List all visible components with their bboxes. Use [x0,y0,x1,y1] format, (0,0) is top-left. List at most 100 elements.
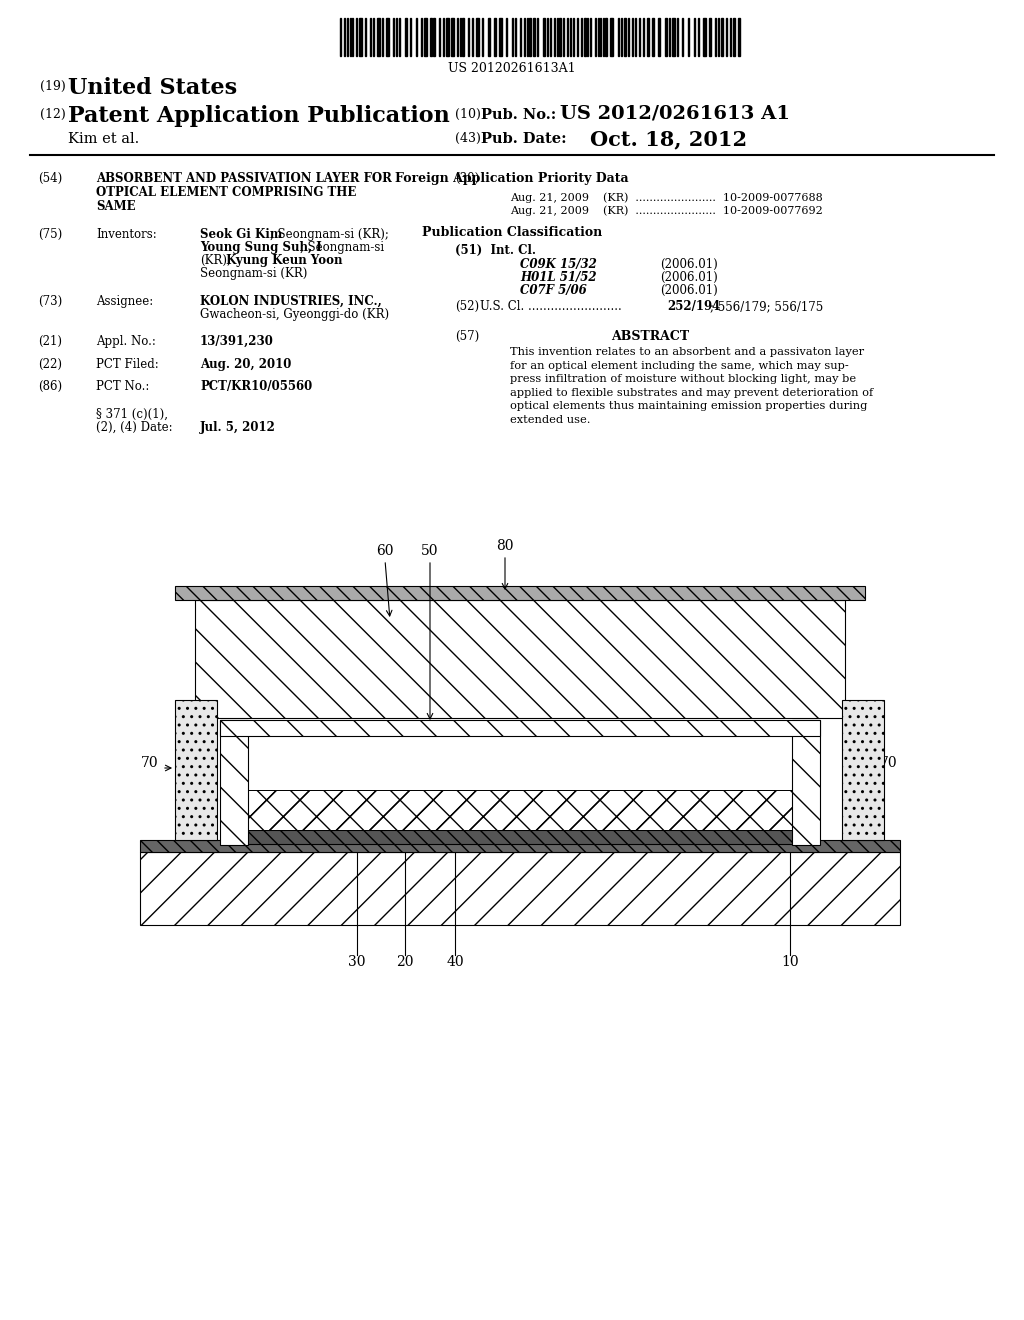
Bar [386,18,389,55]
Bar [462,18,464,55]
Bar [195,601,845,718]
Bar [175,586,865,601]
Text: , Seongnam-si: , Seongnam-si [300,242,384,253]
Text: KOLON INDUSTRIES, INC.,: KOLON INDUSTRIES, INC., [200,294,382,308]
Text: Seok Gi Kim: Seok Gi Kim [200,228,283,242]
Bar [140,851,900,925]
Bar [430,18,432,55]
Bar [658,18,660,55]
Bar [543,18,545,55]
Text: 40: 40 [446,954,464,969]
Bar [721,18,723,55]
Bar [230,789,810,830]
Bar [738,18,740,55]
Text: (KR);: (KR); [200,253,231,267]
Bar [446,18,449,55]
Text: OTPICAL ELEMENT COMPRISING THE: OTPICAL ELEMENT COMPRISING THE [96,186,356,199]
Text: 13/391,230: 13/391,230 [200,335,273,348]
Text: (22): (22) [38,358,62,371]
Bar [230,789,810,830]
Text: Gwacheon-si, Gyeonggi-do (KR): Gwacheon-si, Gyeonggi-do (KR) [200,308,389,321]
Text: United States: United States [68,77,238,99]
Bar [529,18,531,55]
Text: Foreign Application Priority Data: Foreign Application Priority Data [395,172,629,185]
Bar [792,719,820,845]
Bar [559,18,561,55]
Text: Patent Application Publication: Patent Application Publication [68,106,450,127]
Bar [359,18,362,55]
Text: 80: 80 [497,539,514,553]
Bar [406,18,407,55]
Text: 50: 50 [421,544,438,558]
Text: Inventors:: Inventors: [96,228,157,242]
Text: US 2012/0261613 A1: US 2012/0261613 A1 [560,106,790,123]
Text: U.S. Cl. .........................: U.S. Cl. ......................... [480,300,622,313]
Bar [220,719,820,737]
Bar [433,18,435,55]
Bar [451,18,454,55]
Text: Publication Classification: Publication Classification [422,226,602,239]
Bar [703,18,706,55]
Bar [647,18,649,55]
Text: (2), (4) Date:: (2), (4) Date: [96,421,173,434]
Text: (21): (21) [38,335,62,348]
Text: 20: 20 [396,954,414,969]
Text: § 371 (c)(1),: § 371 (c)(1), [96,408,168,421]
Text: (43): (43) [455,132,481,145]
Text: SAME: SAME [96,201,135,213]
Bar [605,18,607,55]
Text: ; 556/179; 556/175: ; 556/179; 556/175 [710,300,823,313]
Bar [488,18,490,55]
Text: (19): (19) [40,81,66,92]
Text: Aug. 20, 2010: Aug. 20, 2010 [200,358,292,371]
Text: (52): (52) [455,300,479,313]
Bar [665,18,667,55]
Text: H01L 51/52: H01L 51/52 [520,271,597,284]
Text: Jul. 5, 2012: Jul. 5, 2012 [200,421,275,434]
Text: (2006.01): (2006.01) [660,271,718,284]
Text: 252/194: 252/194 [667,300,720,313]
Bar [709,18,711,55]
Text: (12): (12) [40,108,66,121]
Text: Oct. 18, 2012: Oct. 18, 2012 [590,129,748,149]
Bar [424,18,427,55]
Bar [175,700,217,840]
Text: 60: 60 [376,544,394,558]
Text: Kyung Keun Yoon: Kyung Keun Yoon [222,253,342,267]
Bar [476,18,479,55]
Text: (57): (57) [455,330,479,343]
Text: Young Sung Suh, I: Young Sung Suh, I [200,242,322,253]
Text: PCT/KR10/05560: PCT/KR10/05560 [200,380,312,393]
Text: 70: 70 [880,756,898,770]
Text: Kim et al.: Kim et al. [68,132,139,147]
Bar [584,18,586,55]
Text: (10): (10) [455,108,481,121]
Text: ABSORBENT AND PASSIVATION LAYER FOR: ABSORBENT AND PASSIVATION LAYER FOR [96,172,392,185]
Text: US 20120261613A1: US 20120261613A1 [449,62,575,75]
Text: (51)  Int. Cl.: (51) Int. Cl. [455,244,536,257]
Text: Pub. Date:: Pub. Date: [481,132,566,147]
Bar [672,18,675,55]
Text: (86): (86) [38,380,62,393]
Text: 70: 70 [140,756,158,770]
Text: Pub. No.:: Pub. No.: [481,108,556,121]
Text: C07F 5/06: C07F 5/06 [520,284,587,297]
Text: Appl. No.:: Appl. No.: [96,335,156,348]
Text: ABSTRACT: ABSTRACT [611,330,689,343]
Bar [624,18,626,55]
Text: 30: 30 [348,954,366,969]
Text: Aug. 21, 2009    (KR)  .......................  10-2009-0077692: Aug. 21, 2009 (KR) .....................… [510,205,822,215]
Bar [499,18,502,55]
Bar [842,700,884,840]
Text: Aug. 21, 2009    (KR)  .......................  10-2009-0077688: Aug. 21, 2009 (KR) .....................… [510,191,822,202]
Text: (75): (75) [38,228,62,242]
Text: (73): (73) [38,294,62,308]
Text: Seongnam-si (KR): Seongnam-si (KR) [200,267,307,280]
Text: C09K 15/32: C09K 15/32 [520,257,597,271]
Bar [230,830,810,843]
Bar [610,18,613,55]
Text: Assignee:: Assignee: [96,294,154,308]
Text: (54): (54) [38,172,62,185]
Text: 10: 10 [781,954,799,969]
Bar [220,719,248,845]
